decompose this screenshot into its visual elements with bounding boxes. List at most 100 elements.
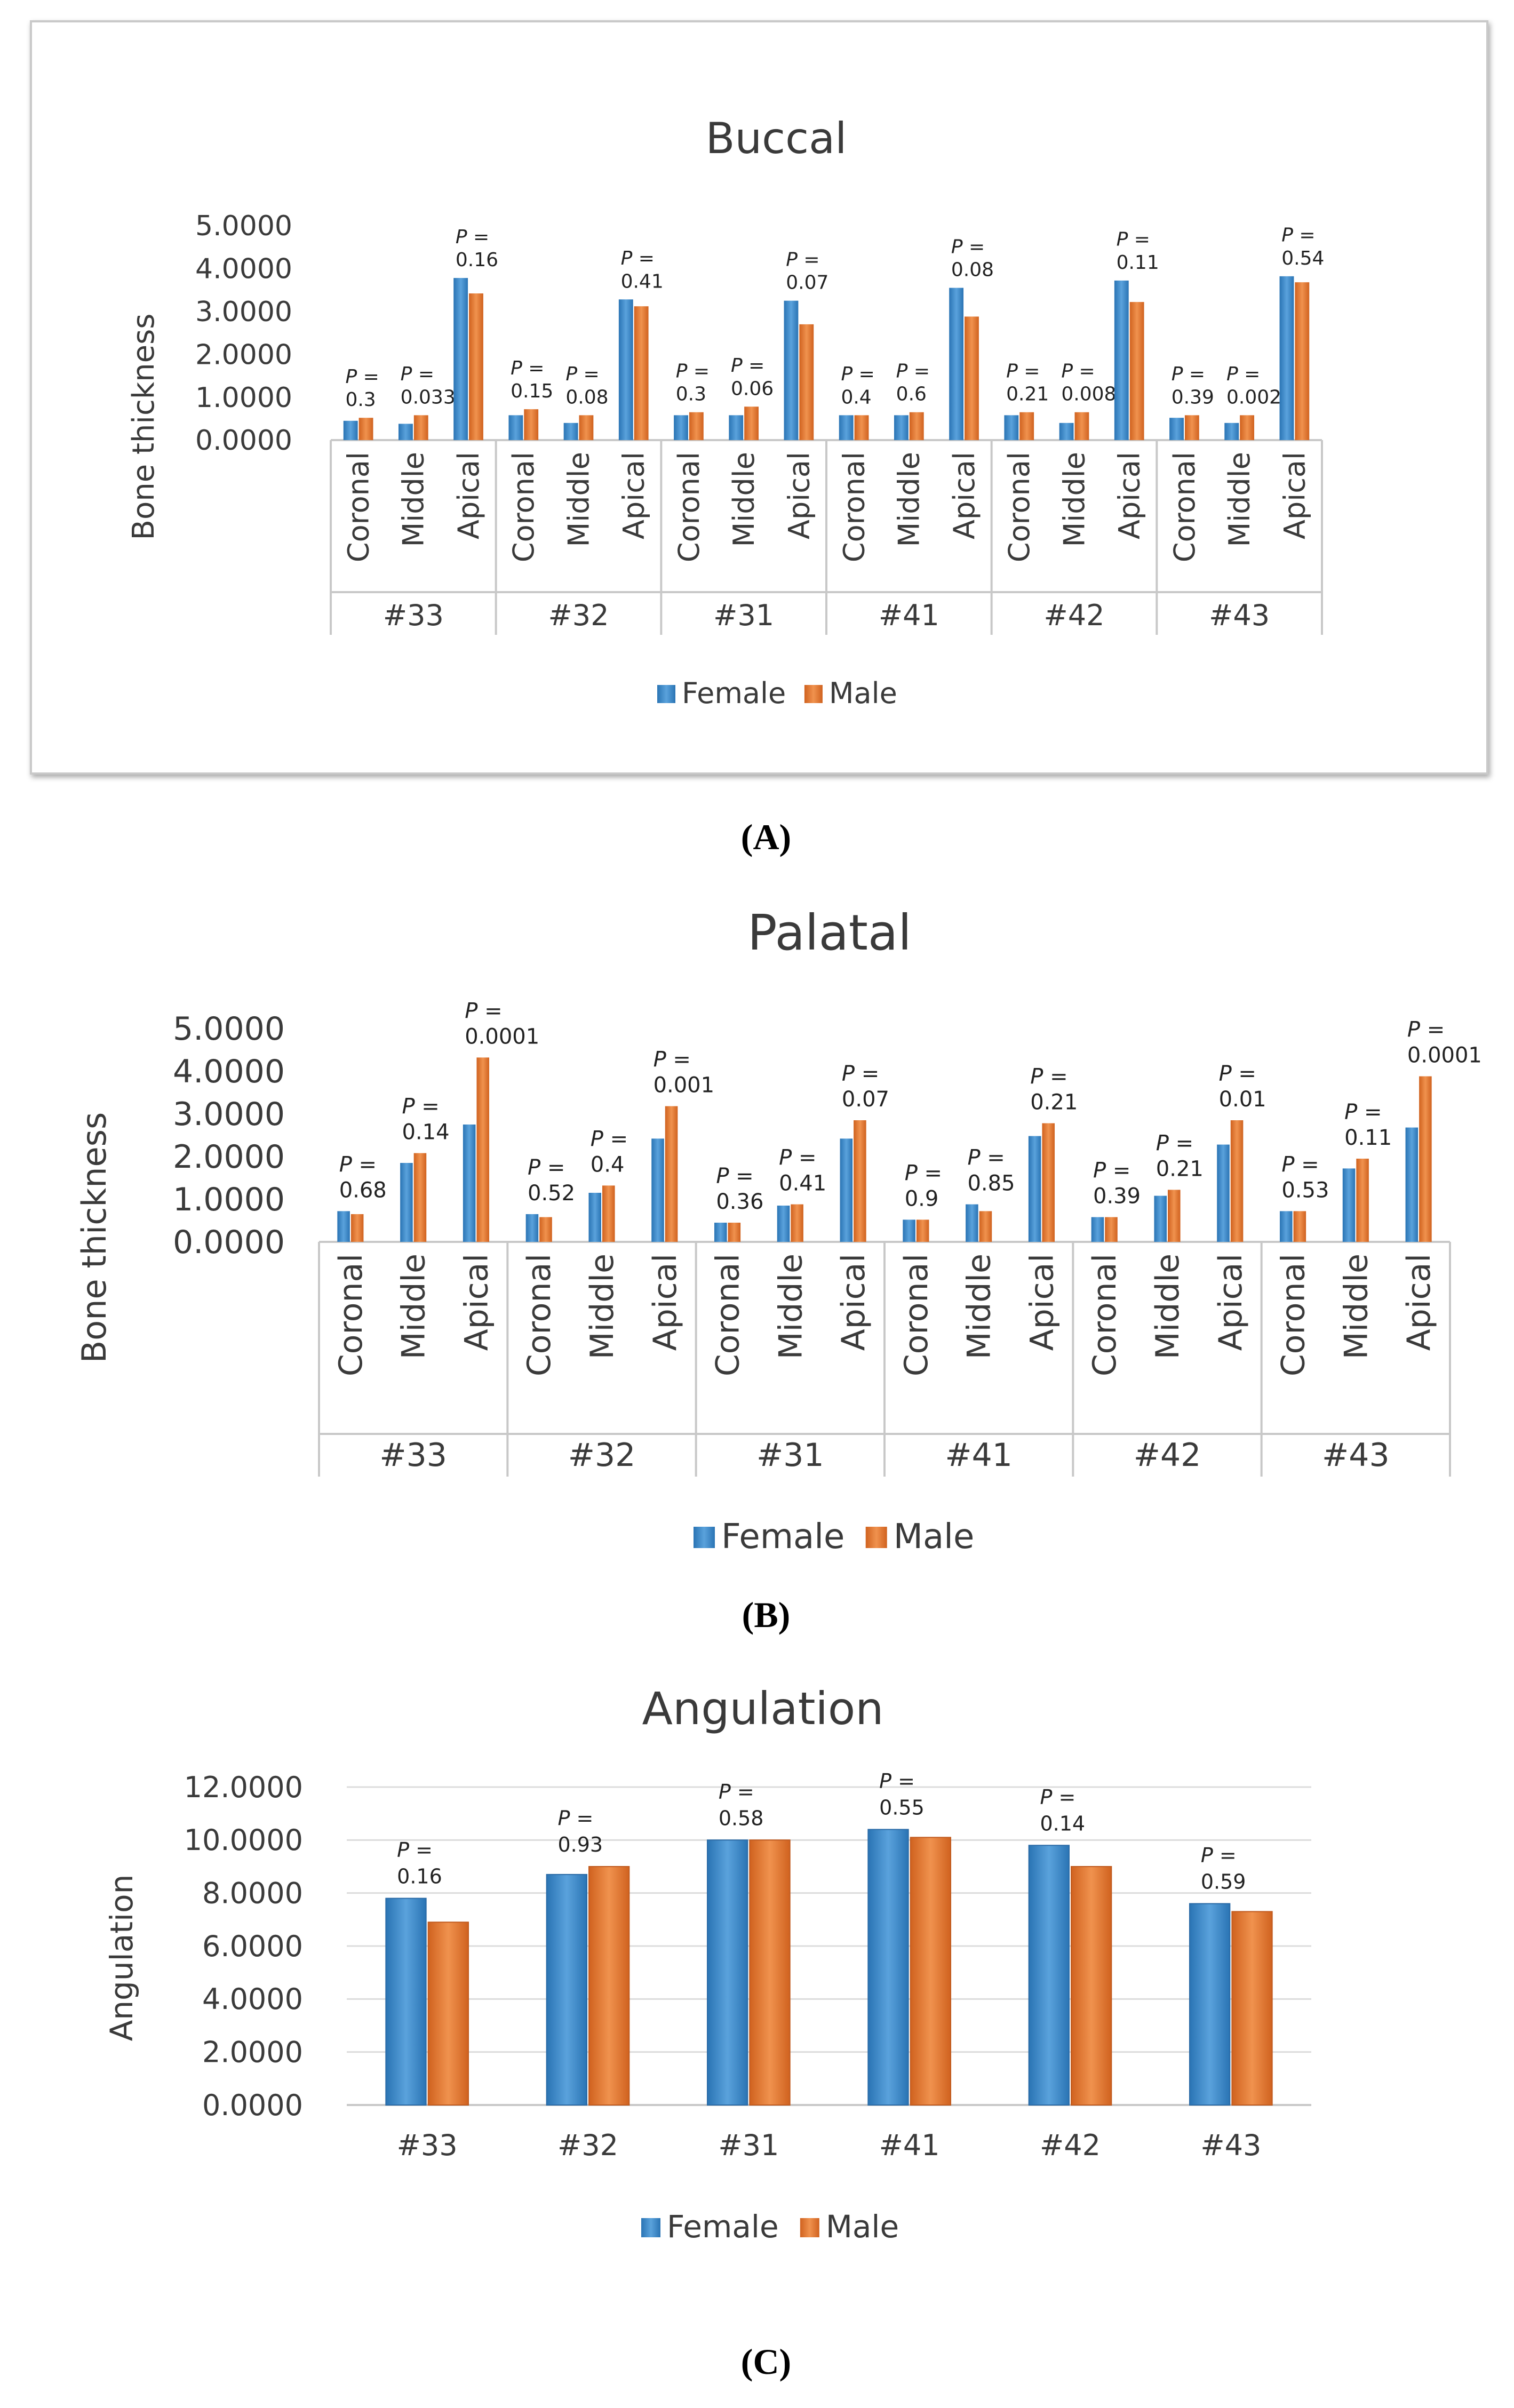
bar-male — [909, 412, 924, 440]
x-subcategory-label: Coronal — [1168, 452, 1201, 562]
bar-female — [729, 415, 744, 440]
p-label-prefix: P = — [879, 1769, 915, 1793]
bar-female — [903, 1219, 915, 1242]
y-tick-label: 12.0000 — [184, 1771, 303, 1804]
p-label-prefix: P = — [1172, 363, 1205, 385]
y-tick-label: 8.0000 — [202, 1877, 303, 1910]
p-value-label: 0.58 — [719, 1806, 764, 1830]
bar-male — [1295, 282, 1310, 440]
p-value-label: 0.53 — [1281, 1178, 1329, 1202]
x-category-label: #41 — [879, 2128, 940, 2162]
p-value-label: 0.0001 — [465, 1024, 539, 1049]
p-value-label: 0.0001 — [1407, 1043, 1482, 1068]
y-tick-label: 0.0000 — [202, 2088, 303, 2122]
x-subcategory-label: Middle — [1337, 1254, 1375, 1359]
p-label-prefix: P = — [1117, 229, 1150, 251]
p-value-label: 0.002 — [1226, 386, 1281, 408]
p-label-prefix: P = — [719, 1780, 754, 1804]
x-subcategory-label: Middle — [961, 1254, 998, 1359]
p-value-label: 0.39 — [1172, 386, 1214, 408]
bar-female — [1059, 422, 1074, 440]
legend-swatch — [657, 685, 675, 703]
chart-c-ylabel: Angulation — [103, 1875, 140, 2042]
bar-male — [749, 1839, 791, 2106]
legend-swatch — [800, 2218, 819, 2237]
bar-female — [1280, 1211, 1293, 1242]
p-value-label: 0.16 — [456, 249, 498, 271]
bar-male — [689, 412, 704, 440]
p-value-label: 0.93 — [558, 1833, 603, 1856]
legend-swatch — [865, 1527, 887, 1548]
bar-male — [1071, 1866, 1112, 2106]
p-label-prefix: P = — [654, 1048, 691, 1072]
y-tick-label: 0.0000 — [173, 1224, 285, 1261]
y-tick-label: 3.0000 — [173, 1096, 285, 1133]
x-subcategory-label: Middle — [1057, 452, 1091, 547]
chart-b-legend: Female Male — [694, 1517, 974, 1557]
bar-female — [674, 415, 688, 440]
p-value-label: 0.21 — [1030, 1090, 1078, 1115]
bar-male — [965, 316, 979, 440]
x-subcategory-label: Middle — [584, 1254, 621, 1359]
bar-female — [618, 299, 633, 440]
x-subcategory-label: Coronal — [342, 452, 376, 562]
y-tick-label: 4.0000 — [202, 1982, 303, 2016]
bar-female — [1028, 1845, 1070, 2106]
bar-female — [563, 422, 578, 440]
p-label-prefix: P = — [905, 1161, 942, 1185]
bar-female — [1224, 422, 1239, 440]
x-subcategory-label: Coronal — [1002, 452, 1036, 562]
bar-female — [463, 1125, 476, 1242]
y-tick-label: 1.0000 — [195, 382, 292, 414]
panel-b: Palatal Bone thickness 0.0000 1.0000 2.000… — [75, 904, 1482, 1557]
x-subcategory-label: Apical — [835, 1254, 872, 1351]
bar-male — [579, 415, 594, 440]
bar-male — [358, 418, 373, 440]
p-label-prefix: P = — [1201, 1844, 1237, 1867]
bar-female — [867, 1829, 909, 2106]
p-label-prefix: P = — [1006, 361, 1040, 382]
bar-male — [854, 1120, 866, 1242]
p-label-prefix: P = — [621, 248, 655, 269]
p-value-label: 0.14 — [1040, 1812, 1086, 1835]
chart-a-title: Buccal — [706, 114, 847, 163]
bar-female — [343, 420, 358, 440]
p-value-label: 0.52 — [528, 1181, 575, 1206]
bar-male — [1231, 1911, 1273, 2106]
bar-male — [916, 1219, 929, 1242]
x-group-label: #33 — [379, 1437, 447, 1474]
p-value-label: 0.008 — [1061, 384, 1116, 405]
bar-female — [385, 1897, 427, 2106]
y-tick-label: 6.0000 — [202, 1929, 303, 1963]
p-value-label: 0.59 — [1201, 1870, 1246, 1894]
p-label-prefix: P = — [345, 366, 379, 388]
bar-female — [1169, 418, 1184, 440]
p-label-prefix: P = — [1040, 1785, 1076, 1809]
p-label-prefix: P = — [1219, 1062, 1256, 1086]
bar-male — [1419, 1076, 1432, 1242]
bar-male — [1356, 1159, 1369, 1242]
x-group-label: #43 — [1322, 1437, 1390, 1474]
p-value-label: 0.6 — [896, 384, 927, 405]
x-group-label: #32 — [548, 599, 609, 632]
bar-female — [949, 288, 964, 440]
p-value-label: 0.3 — [676, 384, 706, 405]
p-label-prefix: P = — [786, 249, 819, 271]
p-label-prefix: P = — [1156, 1131, 1193, 1155]
bar-female — [508, 415, 523, 440]
bar-male — [728, 1223, 741, 1242]
p-label-prefix: P = — [716, 1164, 753, 1189]
bar-female — [1028, 1136, 1041, 1242]
bar-male — [665, 1106, 678, 1242]
p-value-label: 0.21 — [1006, 384, 1049, 405]
bar-female — [707, 1839, 748, 2106]
chart-b-ylabel: Bone thickness — [75, 1112, 114, 1363]
x-subcategory-label: Apical — [1278, 452, 1311, 539]
bar-male — [634, 306, 649, 440]
bar-female — [1189, 1903, 1231, 2106]
p-label-prefix: P = — [841, 363, 874, 385]
bar-female — [1114, 280, 1129, 440]
x-subcategory-label: Apical — [617, 452, 651, 539]
p-label-prefix: P = — [511, 357, 544, 379]
bar-female — [1217, 1144, 1230, 1242]
